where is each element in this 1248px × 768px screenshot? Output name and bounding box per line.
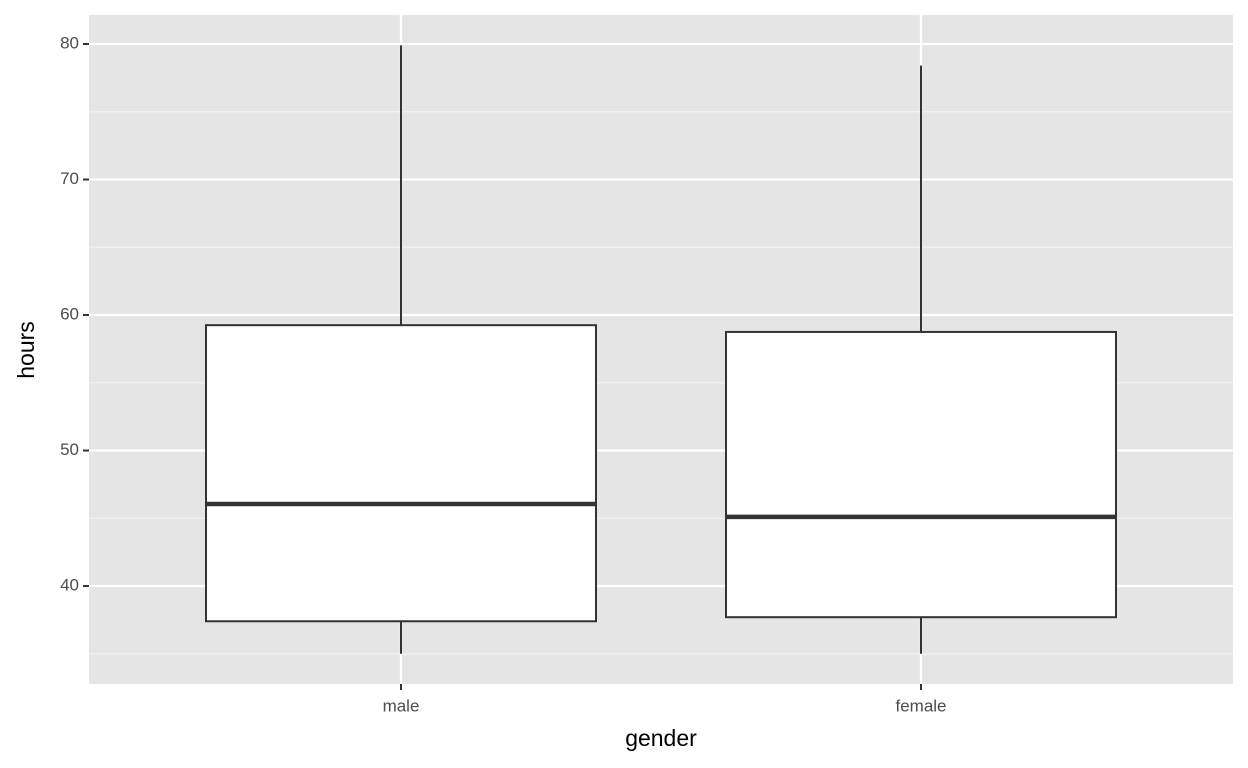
y-axis-title: hours xyxy=(13,321,39,379)
box xyxy=(205,324,597,623)
x-axis-title: gender xyxy=(625,725,697,751)
box xyxy=(725,330,1117,619)
y-tick-label: 40 xyxy=(60,576,79,595)
x-tick-label: female xyxy=(895,696,946,715)
y-tick-label: 80 xyxy=(60,33,79,52)
y-tick-label: 70 xyxy=(60,169,79,188)
y-tick-label: 60 xyxy=(60,304,79,323)
y-tick-label: 50 xyxy=(60,440,79,459)
x-tick-label: male xyxy=(383,696,420,715)
